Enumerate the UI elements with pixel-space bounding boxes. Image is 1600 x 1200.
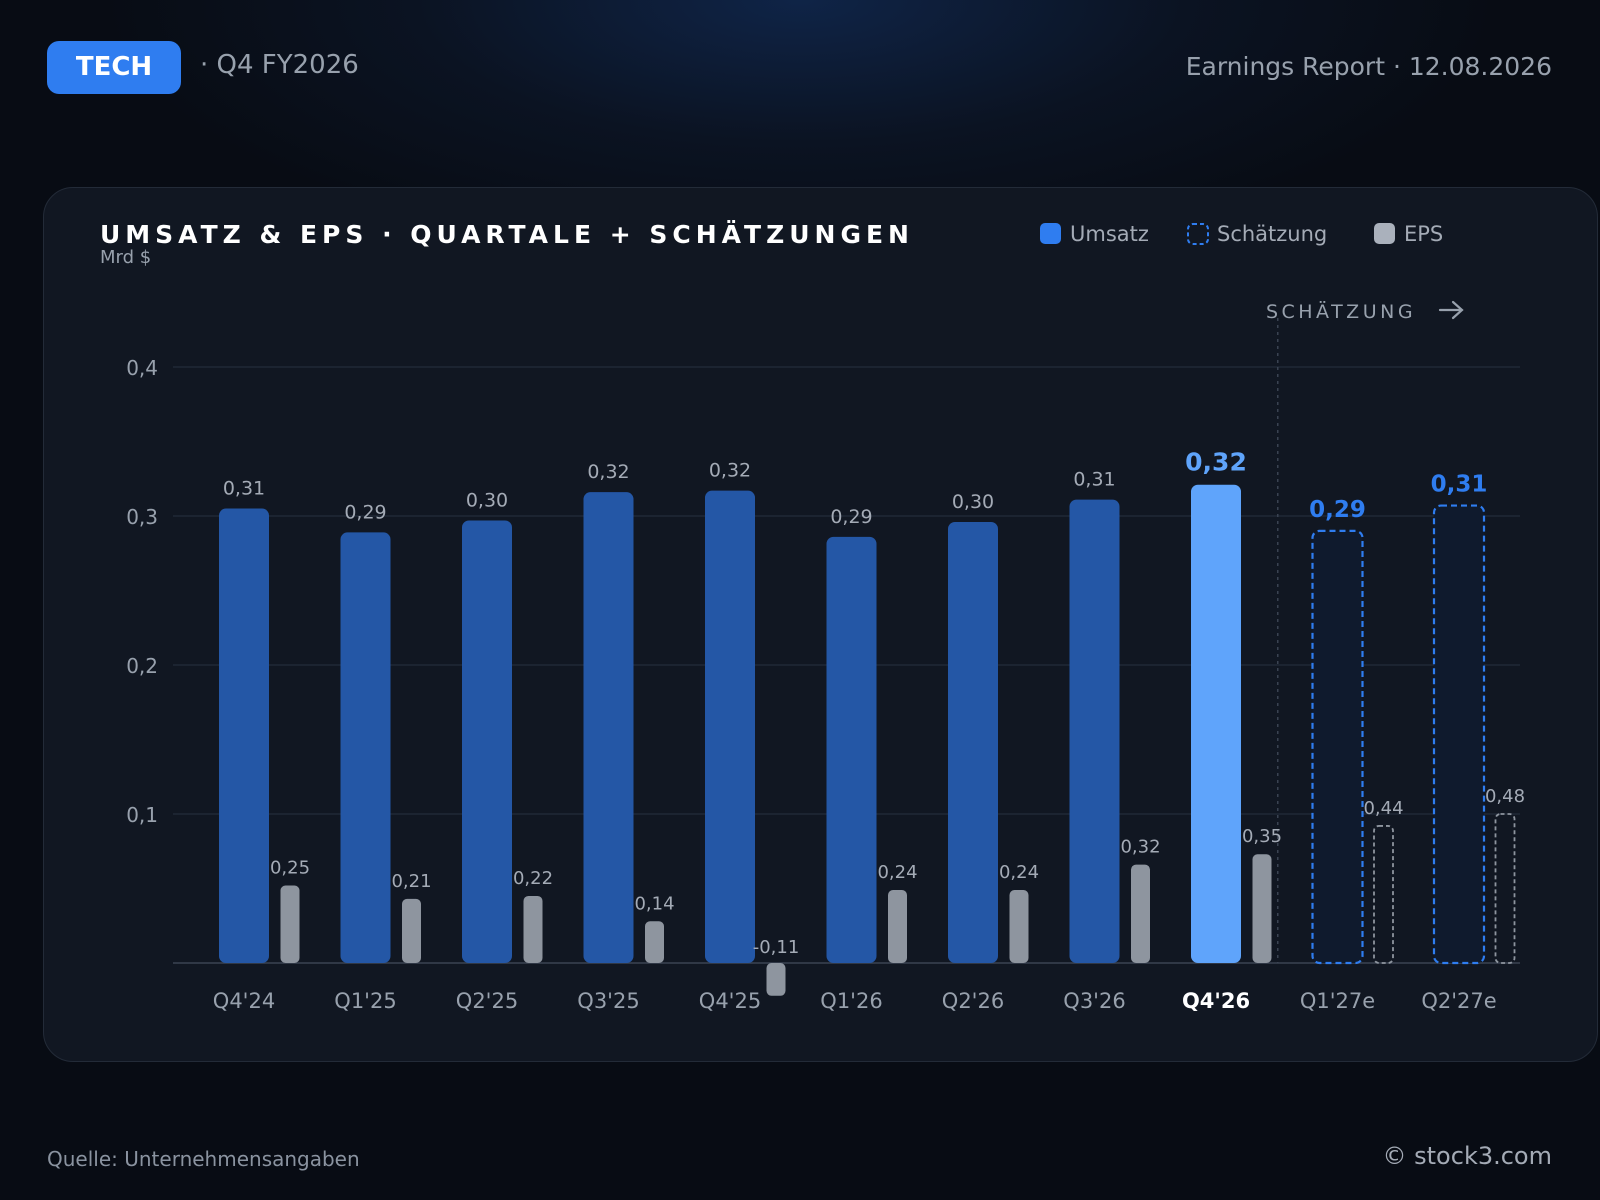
- legend-swatch-1: [1187, 223, 1209, 245]
- sector-badge: TECH: [47, 41, 181, 94]
- revenue-value-label: 0,30: [952, 491, 994, 513]
- eps-bar: [1131, 864, 1150, 963]
- revenue-bar: [948, 521, 998, 963]
- y-unit-label: Mrd $: [100, 247, 151, 268]
- revenue-value-label: 0,32: [709, 460, 751, 482]
- estimate-marker-label: SCHÄTZUNG: [1266, 300, 1416, 323]
- eps-estimate-bar: [1373, 825, 1394, 964]
- x-tick-label: Q2'27e: [1421, 989, 1496, 1013]
- y-tick-label: 0,4: [126, 356, 158, 380]
- eps-value-label: -0,11: [753, 937, 800, 958]
- eps-value-label: 0,14: [634, 893, 674, 914]
- eps-value-label: 0,24: [877, 862, 917, 883]
- y-tick-label: 0,2: [126, 654, 158, 678]
- x-tick-label: Q1'27e: [1300, 989, 1375, 1013]
- revenue-value-label: 0,29: [830, 506, 872, 528]
- revenue-value-label: 0,29: [1309, 497, 1366, 523]
- x-tick-label: Q1'25: [334, 989, 396, 1013]
- revenue-estimate-bar: [1432, 504, 1486, 965]
- chart-panel: UMSATZ & EPS · QUARTALE + SCHÄTZUNGEN Mrd…: [43, 187, 1598, 1062]
- report-date: Earnings Report · 12.08.2026: [1185, 52, 1552, 81]
- revenue-estimate-bar: [1311, 529, 1364, 965]
- revenue-value-label: 0,31: [1073, 469, 1115, 491]
- y-tick-label: 0,1: [126, 803, 158, 827]
- eps-bar: [1009, 889, 1029, 963]
- revenue-bar: [462, 520, 512, 963]
- eps-value-label: 0,21: [391, 871, 431, 892]
- eps-bar: [645, 921, 664, 963]
- eps-value-label: 0,25: [270, 858, 310, 879]
- revenue-bar: [1191, 484, 1241, 963]
- legend-label-0: Umsatz: [1070, 222, 1149, 246]
- eps-estimate-bar: [1494, 813, 1516, 964]
- eps-value-label: 0,22: [513, 868, 553, 889]
- chart-title: UMSATZ & EPS · QUARTALE + SCHÄTZUNGEN: [100, 219, 914, 249]
- revenue-value-label: 0,29: [344, 501, 386, 523]
- revenue-value-label: 0,31: [1431, 472, 1488, 498]
- legend-swatch-0: [1040, 223, 1061, 244]
- legend-label-2: EPS: [1404, 222, 1443, 246]
- revenue-bar: [705, 490, 755, 963]
- eps-bar: [1252, 854, 1272, 963]
- revenue-value-label: 0,31: [223, 478, 265, 500]
- eps-value-label: 0,32: [1120, 837, 1160, 858]
- x-tick-label: Q3'26: [1063, 989, 1125, 1013]
- revenue-eps-chart: UMSATZ & EPS · QUARTALE + SCHÄTZUNGENMrd…: [100, 219, 1525, 1013]
- eps-bar: [280, 885, 300, 963]
- eps-bar: [523, 895, 543, 963]
- eps-bar: [888, 889, 907, 963]
- revenue-bar: [826, 536, 877, 963]
- y-tick-label: 0,3: [126, 505, 158, 529]
- revenue-value-label: 0,30: [466, 489, 508, 511]
- eps-bar: [402, 898, 421, 963]
- x-tick-label: Q2'25: [456, 989, 518, 1013]
- eps-value-label: 0,35: [1242, 826, 1282, 847]
- x-tick-label: Q1'26: [820, 989, 882, 1013]
- x-tick-label: Q3'25: [577, 989, 639, 1013]
- revenue-value-label: 0,32: [1185, 448, 1247, 477]
- eps-value-label: 0,44: [1363, 798, 1403, 819]
- arrow-right-icon: [1438, 300, 1464, 320]
- x-tick-label: Q4'26: [1182, 989, 1250, 1013]
- revenue-bar: [583, 492, 634, 963]
- x-tick-label: Q2'26: [942, 989, 1004, 1013]
- revenue-value-label: 0,32: [587, 461, 629, 483]
- fiscal-period: · Q4 FY2026: [200, 50, 359, 80]
- copyright: © stock3.com: [1382, 1142, 1552, 1170]
- revenue-bar: [219, 508, 269, 963]
- x-tick-label: Q4'24: [213, 989, 275, 1013]
- source-note: Quelle: Unternehmensangaben: [47, 1147, 360, 1171]
- eps-value-label: 0,48: [1485, 786, 1525, 807]
- revenue-bar: [340, 532, 391, 963]
- eps-value-label: 0,24: [999, 862, 1039, 883]
- revenue-bar: [1069, 499, 1120, 963]
- eps-bar: [766, 963, 786, 996]
- legend-label-1: Schätzung: [1217, 222, 1327, 246]
- legend-swatch-2: [1374, 223, 1395, 244]
- x-tick-label: Q4'25: [699, 989, 761, 1013]
